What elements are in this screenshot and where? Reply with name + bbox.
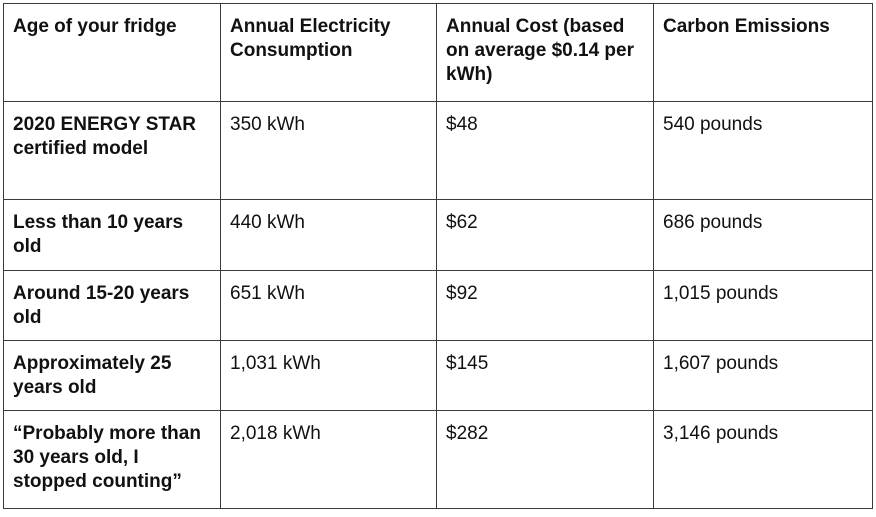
table-header-row: Age of your fridge Annual Electricity Co…: [3, 3, 873, 102]
header-electricity: Annual Electricity Consumption: [220, 3, 437, 102]
table-row: Around 15-20 years old 651 kWh $92 1,015…: [3, 270, 873, 341]
table-row: Less than 10 years old 440 kWh $62 686 p…: [3, 199, 873, 271]
cell-cost: $145: [436, 340, 654, 411]
cell-cost: $92: [436, 270, 654, 341]
cell-electricity: 1,031 kWh: [220, 340, 437, 411]
cell-emissions: 3,146 pounds: [653, 410, 873, 509]
table-row: “Probably more than 30 years old, I stop…: [3, 410, 873, 509]
cell-electricity: 651 kWh: [220, 270, 437, 341]
cell-electricity: 2,018 kWh: [220, 410, 437, 509]
cell-cost: $282: [436, 410, 654, 509]
cell-age: “Probably more than 30 years old, I stop…: [3, 410, 221, 509]
cell-cost: $48: [436, 101, 654, 200]
header-emissions: Carbon Emissions: [653, 3, 873, 102]
cell-cost: $62: [436, 199, 654, 271]
cell-electricity: 440 kWh: [220, 199, 437, 271]
cell-age: 2020 ENERGY STAR certified model: [3, 101, 221, 200]
cell-age: Approximately 25 years old: [3, 340, 221, 411]
cell-electricity: 350 kWh: [220, 101, 437, 200]
header-cost: Annual Cost (based on average $0.14 per …: [436, 3, 654, 102]
cell-emissions: 1,607 pounds: [653, 340, 873, 411]
fridge-energy-table: Age of your fridge Annual Electricity Co…: [3, 3, 873, 509]
cell-age: Around 15-20 years old: [3, 270, 221, 341]
cell-age: Less than 10 years old: [3, 199, 221, 271]
table-row: Approximately 25 years old 1,031 kWh $14…: [3, 340, 873, 411]
cell-emissions: 686 pounds: [653, 199, 873, 271]
header-age: Age of your fridge: [3, 3, 221, 102]
cell-emissions: 540 pounds: [653, 101, 873, 200]
table-row: 2020 ENERGY STAR certified model 350 kWh…: [3, 101, 873, 200]
cell-emissions: 1,015 pounds: [653, 270, 873, 341]
